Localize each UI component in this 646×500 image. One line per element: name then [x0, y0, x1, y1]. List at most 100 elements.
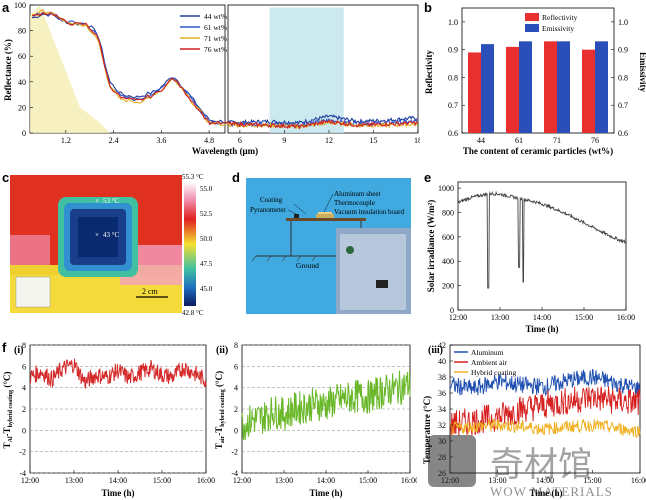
f-xtick-label-12:00: 12:00	[233, 476, 251, 485]
panel-f-iii-ylabel: Temperature (°C)	[422, 396, 432, 464]
atmospheric-window-shade	[269, 7, 344, 134]
b-ytick-label-0.8: 0.8	[448, 73, 458, 82]
f-ytick-label--2: -2	[19, 448, 26, 457]
f-xtick-label-16:00: 16:00	[401, 476, 417, 485]
f-ytick-label-6: 6	[234, 362, 238, 371]
panel-b-legend: Reflectivity Emissivity	[525, 13, 578, 33]
bar-reflectivity-76	[582, 49, 595, 133]
colorbar-tick-2: 50.0	[200, 235, 213, 243]
b-ytick-right-label-1.0: 1.0	[618, 18, 628, 27]
panel-label-a: a	[2, 0, 10, 15]
f3-ytick-label-40: 40	[438, 357, 446, 366]
f-xtick-label-14:00: 14:00	[317, 476, 335, 485]
panel-f-ii-xlabel: Time (h)	[309, 488, 342, 498]
thermal-image: × 53 °C × 43 °C 2 cm	[10, 175, 182, 313]
label-aluminum: Aluminum sheet	[334, 190, 381, 198]
f3-ytick-label-32: 32	[438, 421, 446, 430]
legend-aluminum: Aluminum	[471, 348, 504, 357]
spot-outer-label: ×	[95, 197, 99, 205]
f3-xtick-label-14:00: 14:00	[536, 476, 554, 485]
label-ground: Ground	[296, 261, 319, 270]
f-xtick-label-13:00: 13:00	[275, 476, 293, 485]
panel-e-xlabel: Time (h)	[525, 324, 558, 334]
watermark-text: WOW MATERIALS	[490, 484, 613, 499]
colorbar-tick-3: 47.5	[200, 260, 213, 268]
legend-61: 61 wt%	[204, 23, 227, 32]
b-ytick-label-0.6: 0.6	[448, 129, 458, 138]
temp-line-ambient-air	[449, 386, 641, 436]
f-ytick-label-0: 0	[234, 426, 238, 435]
a-ytick-label-0: 0	[22, 129, 26, 138]
panel-f-ii-tag: (ii)	[216, 345, 228, 356]
bar-reflectivity-44	[468, 52, 481, 133]
b-xtick-label-44: 44	[477, 136, 485, 145]
colorbar-max: 55.3 °C	[182, 173, 204, 181]
series-line-76wt	[31, 11, 418, 130]
panel-b-ylabel-left: Reflectivity	[424, 50, 434, 94]
f-ytick-label-6: 6	[22, 362, 26, 371]
temp-diff-line	[241, 370, 411, 441]
spot-outer-temp: 53 °C	[103, 197, 120, 205]
e-ytick-label-1000: 1000	[438, 184, 454, 193]
legend-71: 71 wt%	[204, 34, 227, 43]
panel-label-e: e	[424, 170, 432, 185]
spot-inner-label: ×	[95, 231, 99, 239]
bar-emissivity-71	[557, 41, 570, 134]
panel-f-iii-xlabel: Time (h)	[529, 488, 562, 498]
colorbar-min: 42.8 °C	[182, 309, 204, 317]
watermark-logo: 奇材馆 WOW MATERIALS	[428, 435, 613, 499]
f3-ytick-label-38: 38	[438, 373, 446, 382]
f-ytick-label-2: 2	[22, 405, 26, 414]
panel-f-i-tag: (i)	[14, 345, 23, 356]
panel-b-bar-chart: 44 61 71 76 0.6 0.7 0.8 0.9 1.0 0.6 0.7 0.8 0.9 1.0 R…	[424, 7, 646, 156]
f3-xtick-label-15:00: 15:00	[583, 476, 601, 485]
f-ytick-label-4: 4	[234, 384, 238, 393]
f-ytick-label-8: 8	[234, 341, 238, 350]
temp-diff-line	[29, 358, 207, 389]
f3-ytick-label-36: 36	[438, 389, 446, 398]
panel-label-b: b	[424, 0, 432, 15]
panel-a-reflectance-chart: 0 20 40 60 80 100 1.2 2.4 3.6 4.8 6 9 12 15 18 Reflect…	[3, 1, 420, 156]
solar-spectrum-shade	[30, 5, 110, 133]
b-ytick-right-label-0.6: 0.6	[618, 129, 628, 138]
e-xtick-label-12:00: 12:00	[449, 313, 467, 322]
colorbar-tick-1: 52.5	[200, 210, 213, 218]
a-ytick-label-60: 60	[18, 52, 26, 61]
temp-line-aluminum	[449, 368, 641, 397]
irradiance-line	[457, 190, 627, 289]
b-ytick-label-0.9: 0.9	[448, 46, 458, 55]
a-xtick-label-12: 12	[325, 136, 333, 145]
label-pyranometer: Pyranometer	[250, 206, 286, 214]
b-ytick-label-1.0: 1.0	[448, 18, 458, 27]
panel-label-d: d	[232, 170, 240, 185]
f-xtick-label-14:00: 14:00	[109, 476, 127, 485]
colorbar-tick-4: 45.0	[200, 285, 213, 293]
legend-44: 44 wt%	[204, 12, 227, 21]
panel-f-iii-legend: Aluminum Ambient air Hybrid coating	[454, 348, 516, 377]
b-xtick-label-76: 76	[591, 136, 599, 145]
panel-a-xlabel: Wavelength (μm)	[192, 146, 258, 156]
panel-label-c: c	[2, 170, 10, 185]
svg-text:奇材馆: 奇材馆	[490, 446, 592, 484]
a-xtick-label-3.6: 3.6	[156, 136, 166, 145]
b-xtick-label-61: 61	[515, 136, 523, 145]
panel-e-ylabel: Solar irradiance (W/m²)	[426, 200, 436, 293]
b-ytick-label-0.7: 0.7	[448, 101, 458, 110]
b-xtick-label-71: 71	[553, 136, 561, 145]
panel-b-ylabel-right: Emissivity	[638, 52, 646, 93]
scale-bar-label: 2 cm	[142, 287, 159, 296]
bar-emissivity-44	[481, 44, 494, 133]
label-vacuum-board: Vacuum insulation board	[334, 208, 404, 216]
f3-xtick-label-16:00: 16:00	[631, 476, 646, 485]
a-ytick-label-40: 40	[18, 78, 26, 87]
temp-line-hybrid-coating	[449, 417, 641, 439]
bar-emissivity-61	[519, 41, 532, 134]
legend-emissivity: Emissivity	[542, 24, 574, 33]
f-ytick-label-2: 2	[234, 405, 238, 414]
e-ytick-label-800: 800	[442, 208, 454, 217]
f-ytick-label--2: -2	[231, 448, 238, 457]
panel-f-ii-ylabel: Tair-Thybrid coating (°C)	[214, 371, 226, 449]
panel-f-iii-tag: (iii)	[428, 345, 443, 356]
colorbar-tick-0: 55.0	[200, 185, 213, 193]
f-ytick-label--4: -4	[19, 469, 26, 478]
